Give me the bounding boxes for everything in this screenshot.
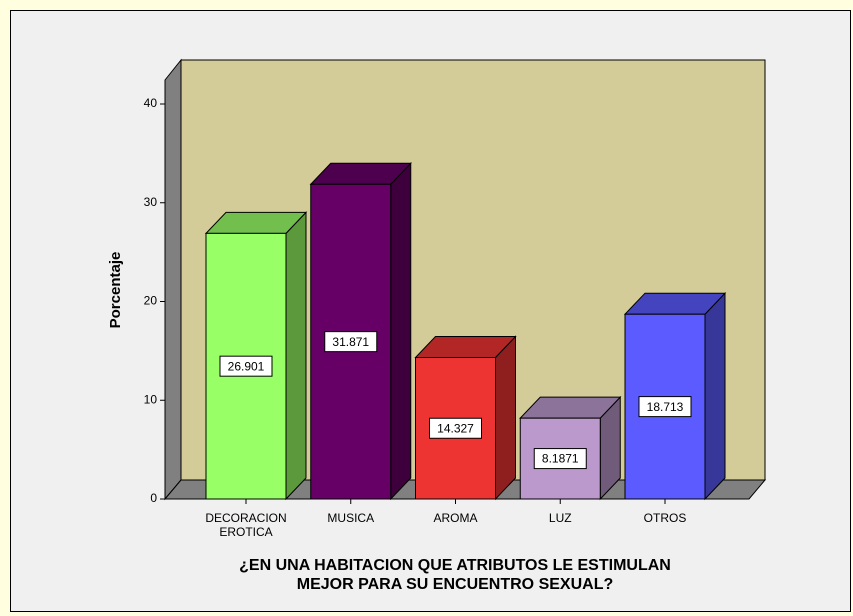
value-label-box <box>219 355 273 377</box>
x-tick-label-line: LUZ <box>549 511 572 525</box>
y-tick-label: 0 <box>150 491 157 505</box>
bar-side <box>285 211 307 501</box>
x-tick-label-line: EROTICA <box>219 525 272 539</box>
x-tick-label-line: DECORACION <box>205 511 286 525</box>
bar-side <box>704 291 726 501</box>
value-label: 31.871 <box>332 335 369 349</box>
value-label-box <box>429 417 482 439</box>
value-label-box <box>324 331 378 353</box>
value-label: 26.901 <box>228 359 265 373</box>
x-tick-label-line: OTROS <box>644 511 687 525</box>
x-axis-label: MEJOR PARA SU ENCUENTRO SEXUAL? <box>297 576 613 593</box>
bar-side <box>495 335 516 501</box>
y-tick-label: 20 <box>144 294 158 308</box>
y-tick-label: 40 <box>144 96 158 110</box>
value-label-box <box>533 448 587 470</box>
y-tick-label: 10 <box>144 392 158 406</box>
x-tick-label: AROMA <box>433 511 477 525</box>
bar <box>204 211 308 501</box>
x-tick-label-line: AROMA <box>433 511 477 525</box>
y-axis-label: Porcentaje <box>107 252 124 329</box>
side-wall <box>164 58 182 501</box>
x-tick-label: MUSICA <box>327 511 374 525</box>
value-label-box <box>638 396 692 418</box>
x-tick-label: LUZ <box>549 511 572 525</box>
x-tick-label: DECORACION EROTICA <box>205 511 286 539</box>
value-label: 18.713 <box>647 400 684 414</box>
bar-side <box>390 162 412 501</box>
x-tick-label: OTROS <box>644 511 687 525</box>
y-tick-label: 30 <box>144 195 158 209</box>
bar <box>519 395 622 501</box>
bar <box>623 291 727 501</box>
value-label: 8.1871 <box>542 452 579 466</box>
bar <box>414 335 517 501</box>
x-tick-label-line: MUSICA <box>327 511 374 525</box>
x-axis-label: ¿EN UNA HABITACION QUE ATRIBUTOS LE ESTI… <box>239 557 671 574</box>
value-label: 14.327 <box>437 421 474 435</box>
